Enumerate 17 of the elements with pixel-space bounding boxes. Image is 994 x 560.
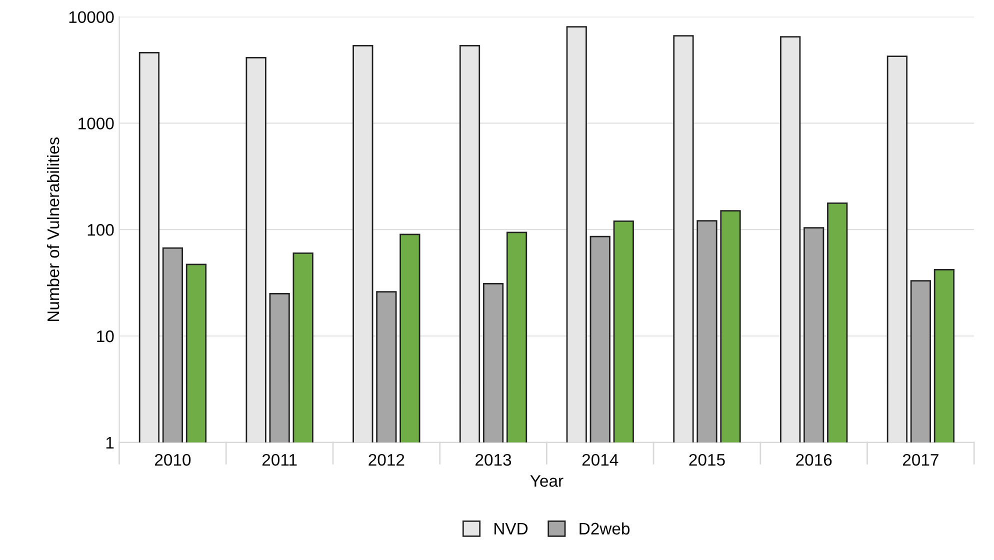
legend-label: D2web (580, 522, 630, 535)
y-tick-label: 1 (106, 436, 114, 448)
y-tick-label: 10000 (69, 11, 114, 24)
y-axis-title: Number of Vulnerabilities (46, 137, 60, 322)
y-tick-label: 100 (88, 224, 114, 236)
x-tick-label: 2016 (796, 454, 832, 466)
x-tick-label: 2014 (582, 454, 618, 466)
x-tick-label: 2013 (476, 454, 512, 466)
x-tick-label: 2015 (689, 454, 725, 466)
x-axis-title: Year (530, 475, 564, 487)
x-tick-label: 2017 (902, 454, 938, 466)
y-tick-label: 10 (97, 330, 114, 342)
y-tick-label: 1000 (78, 118, 114, 130)
x-tick-label: 2011 (262, 454, 297, 466)
legend-label: NVD (494, 522, 528, 534)
x-tick-label: 2010 (155, 454, 191, 466)
x-tick-label: 2012 (368, 454, 404, 466)
